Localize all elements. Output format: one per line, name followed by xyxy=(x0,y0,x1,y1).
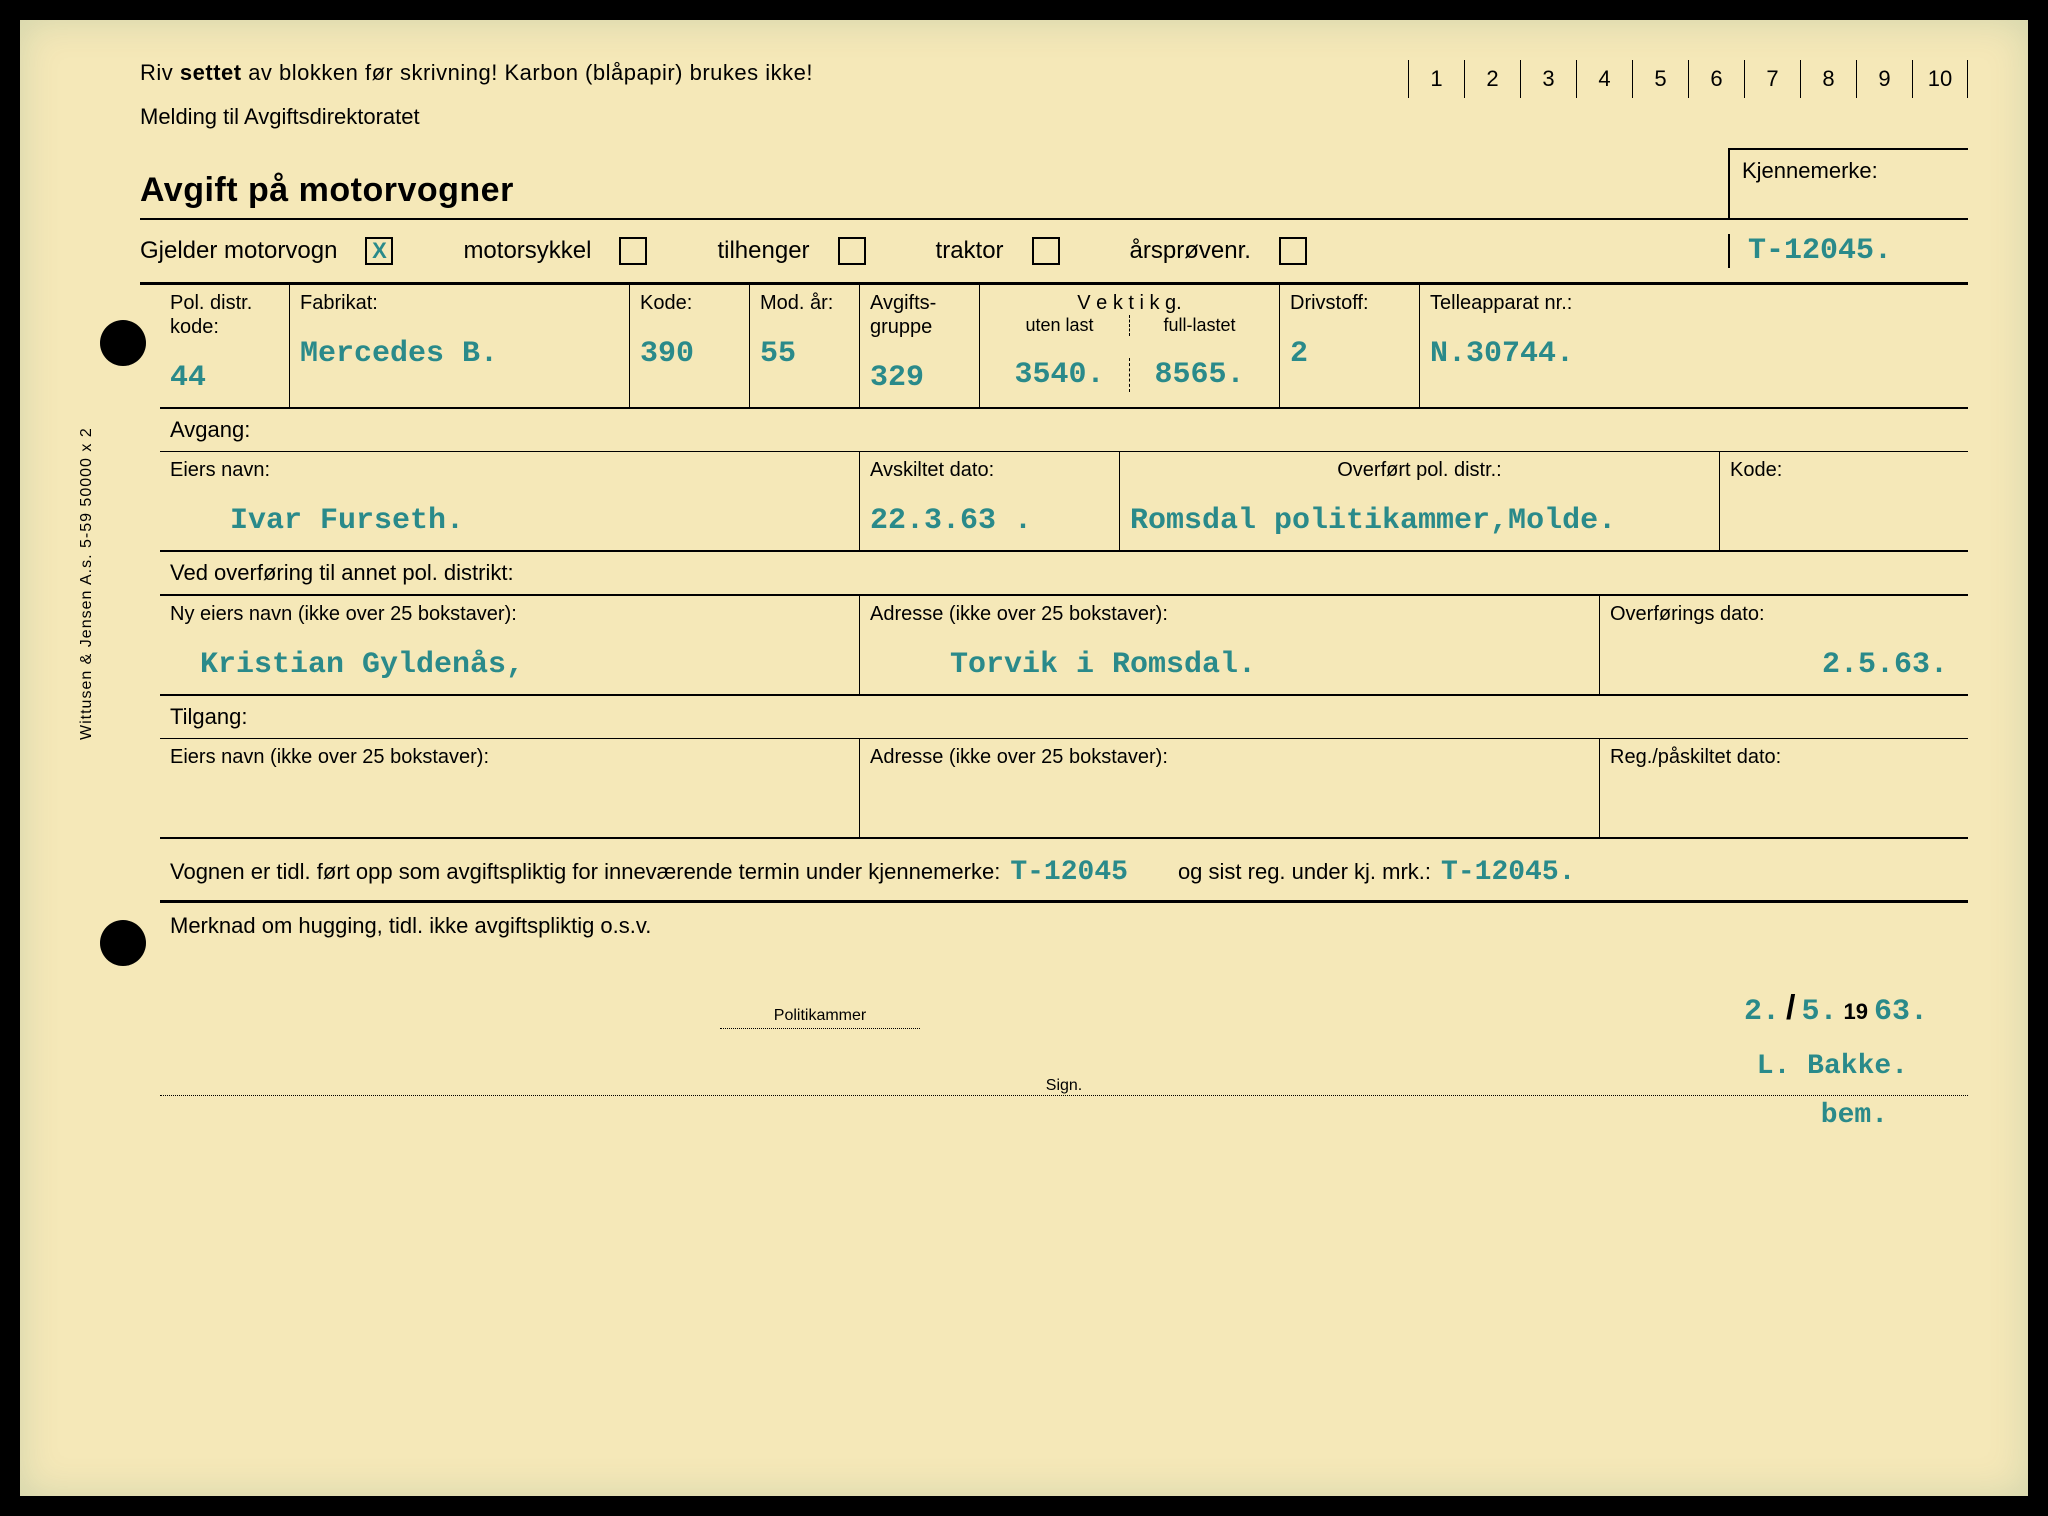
footer-text1: Vognen er tidl. ført opp som avgiftsplik… xyxy=(170,859,1000,885)
avgang-label: Avgang: xyxy=(160,409,1968,452)
tilgang-row: Eiers navn (ikke over 25 bokstaver): Adr… xyxy=(160,739,1968,839)
fabrikat-value: Mercedes B. xyxy=(300,337,619,375)
vekt-full-label: full-lastet xyxy=(1130,315,1269,336)
adresse-label: Adresse (ikke over 25 bokstaver): xyxy=(870,602,1589,626)
overforing-row: Ny eiers navn (ikke over 25 bokstaver): … xyxy=(160,596,1968,696)
nyeier-label: Ny eiers navn (ikke over 25 bokstaver): xyxy=(170,602,849,626)
form-title: Avgift på motorvogner xyxy=(140,171,514,210)
date-signature: 2. / 5. 19 63. xyxy=(1744,989,1928,1029)
avgifts-value: 329 xyxy=(870,361,969,399)
fabrikat-label: Fabrikat: xyxy=(300,291,619,315)
vekt-uten-label: uten last xyxy=(990,315,1130,336)
title-row: Avgift på motorvogner Kjennemerke: xyxy=(140,148,1968,220)
sign-bem: bem. xyxy=(160,1100,1968,1131)
overfort-label: Overført pol. distr.: xyxy=(1130,458,1709,482)
adresse-value: Torvik i Romsdal. xyxy=(870,648,1589,686)
vekt-uten-value: 3540. xyxy=(990,358,1130,392)
kode-value: 390 xyxy=(640,337,739,375)
sign-line: Sign. xyxy=(160,1059,1968,1096)
traktor-label: traktor xyxy=(936,237,1004,265)
form-page: Wittusen & Jensen A.s. 5-59 50000 x 2 Ri… xyxy=(20,20,2028,1496)
avgang-row: Eiers navn: Ivar Furseth. Avskiltet dato… xyxy=(160,452,1968,552)
punch-hole xyxy=(100,920,146,966)
overfort-value: Romsdal politikammer,Molde. xyxy=(1130,504,1709,542)
motorvogn-checkbox[interactable]: X xyxy=(365,237,393,265)
gjelder-label: Gjelder motorvogn xyxy=(140,237,337,265)
nyeier-value: Kristian Gyldenås, xyxy=(170,648,849,686)
melding-label: Melding til Avgiftsdirektoratet xyxy=(140,104,1968,130)
pol-label: Pol. distr. kode: xyxy=(170,291,279,339)
kode2-label: Kode: xyxy=(1730,458,1958,482)
sig-century: 19 xyxy=(1844,999,1868,1025)
vehicle-type-row: Gjelder motorvogn X motorsykkel tilhenge… xyxy=(140,220,1968,285)
sign-name: L. Bakke. xyxy=(1757,1051,1908,1082)
arsprovenr-checkbox[interactable] xyxy=(1279,237,1307,265)
motorsykkel-checkbox[interactable] xyxy=(619,237,647,265)
footer-val1: T-12045 xyxy=(1010,857,1128,888)
regdato-label: Reg./påskiltet dato: xyxy=(1610,745,1958,769)
footer-val2: T-12045. xyxy=(1441,857,1575,888)
footer-text2: og sist reg. under kj. mrk.: xyxy=(1178,859,1431,885)
pol-value: 44 xyxy=(170,361,279,399)
sig-day: 2. xyxy=(1744,995,1780,1029)
kjennemerke-value: T-12045. xyxy=(1728,234,1968,268)
mod-value: 55 xyxy=(760,337,849,375)
tilgang-adresse-label: Adresse (ikke over 25 bokstaver): xyxy=(870,745,1589,769)
avskiltet-label: Avskiltet dato: xyxy=(870,458,1109,482)
signature-area: Politikammer 2. / 5. 19 63. xyxy=(160,989,1968,1029)
copy-numbers: 1 2 3 4 5 6 7 8 9 10 xyxy=(1408,60,1968,98)
tilgang-label: Tilgang: xyxy=(160,696,1968,739)
previous-reg-row: Vognen er tidl. ført opp som avgiftsplik… xyxy=(160,839,1968,903)
sig-year: 63. xyxy=(1874,995,1928,1029)
printer-mark: Wittusen & Jensen A.s. 5-59 50000 x 2 xyxy=(78,427,96,740)
vekt-label: V e k t i k g. xyxy=(990,291,1269,315)
merknad-label: Merknad om hugging, tidl. ikke avgiftspl… xyxy=(160,903,1968,949)
sig-month: 5. xyxy=(1801,995,1837,1029)
drivstoff-label: Drivstoff: xyxy=(1290,291,1409,315)
punch-hole xyxy=(100,320,146,366)
politikammer-line: Politikammer xyxy=(720,989,920,1029)
avgifts-label: Avgifts-gruppe xyxy=(870,291,969,339)
overforing-label: Ved overføring til annet pol. distrikt: xyxy=(160,552,1968,596)
mod-label: Mod. år: xyxy=(760,291,849,315)
telle-value: N.30744. xyxy=(1430,337,1958,375)
eier-value: Ivar Furseth. xyxy=(170,504,849,542)
overdato-value: 2.5.63. xyxy=(1610,648,1958,686)
drivstoff-value: 2 xyxy=(1290,337,1409,375)
tilhenger-label: tilhenger xyxy=(717,237,809,265)
form-body: Pol. distr. kode: 44 Fabrikat: Mercedes … xyxy=(160,285,1968,1131)
overdato-label: Overførings dato: xyxy=(1610,602,1958,626)
motorsykkel-label: motorsykkel xyxy=(463,237,591,265)
avskiltet-value: 22.3.63 . xyxy=(870,504,1109,542)
vekt-full-value: 8565. xyxy=(1130,358,1269,392)
kjennemerke-label: Kjennemerke: xyxy=(1728,148,1968,218)
traktor-checkbox[interactable] xyxy=(1032,237,1060,265)
vehicle-data-row: Pol. distr. kode: 44 Fabrikat: Mercedes … xyxy=(160,285,1968,409)
slash-icon: / xyxy=(1786,989,1795,1028)
eier-label: Eiers navn: xyxy=(170,458,849,482)
sign-box: L. Bakke. Sign. bem. xyxy=(160,1059,1968,1131)
arsprovenr-label: årsprøvenr. xyxy=(1130,237,1251,265)
telle-label: Telleapparat nr.: xyxy=(1430,291,1958,315)
tilgang-eier-label: Eiers navn (ikke over 25 bokstaver): xyxy=(170,745,849,769)
tilhenger-checkbox[interactable] xyxy=(838,237,866,265)
kode-label: Kode: xyxy=(640,291,739,315)
